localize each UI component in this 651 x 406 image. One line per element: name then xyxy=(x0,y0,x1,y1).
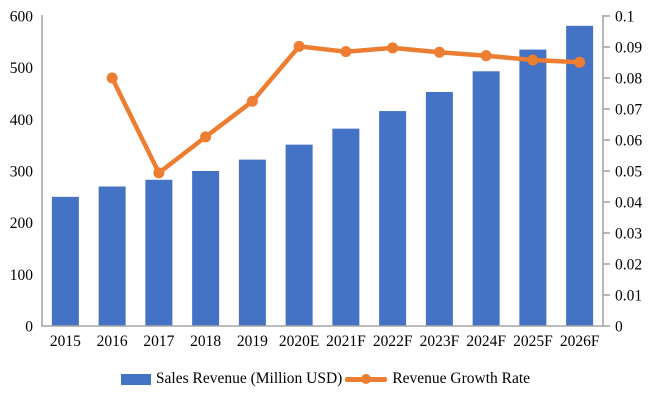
legend-item-growth-rate: Revenue Growth Rate xyxy=(345,370,530,388)
bar-2026F xyxy=(566,25,594,327)
y-right-tick-label: 0.1 xyxy=(615,9,634,26)
bar-2017 xyxy=(145,179,173,326)
y-left-tick-label: 0 xyxy=(25,319,33,336)
y-right-tick-label: 0.06 xyxy=(615,133,642,150)
growth-rate-marker xyxy=(200,131,212,143)
x-tick-label: 2022F xyxy=(373,333,413,350)
x-tick-label: 2016 xyxy=(97,333,128,350)
chart-legend: Sales Revenue (Million USD) Revenue Grow… xyxy=(0,370,651,388)
growth-rate-marker xyxy=(153,167,165,179)
legend-item-sales-revenue: Sales Revenue (Million USD) xyxy=(120,370,343,388)
y-right-tick-label: 0.03 xyxy=(615,226,642,243)
growth-rate-marker xyxy=(527,54,539,66)
x-tick-label: 2026F xyxy=(560,333,600,350)
bar-2015 xyxy=(51,196,79,326)
y-right-tick-label: 0.08 xyxy=(615,71,642,88)
y-right-tick-label: 0.07 xyxy=(615,102,642,119)
bar-2022F xyxy=(379,111,407,326)
bar-2020E xyxy=(285,144,313,326)
bar-2024F xyxy=(472,71,500,327)
x-tick-label: 2020E xyxy=(279,333,319,350)
bar-2021F xyxy=(332,128,360,326)
growth-rate-marker xyxy=(480,50,492,62)
legend-label-sales-revenue: Sales Revenue (Million USD) xyxy=(155,370,343,387)
y-right-tick-label: 0.04 xyxy=(615,195,642,212)
x-tick-label: 2024F xyxy=(466,333,506,350)
y-left-tick-label: 400 xyxy=(10,112,34,129)
y-right-tick-label: 0.09 xyxy=(615,40,642,57)
combo-chart: 0 100 200 300 400 500 600 0 0.01 0.02 0.03 0.04 0.05… xyxy=(10,9,643,351)
legend-label-growth-rate: Revenue Growth Rate xyxy=(392,370,531,387)
growth-rate-marker xyxy=(574,56,586,68)
y-left-tick-label: 600 xyxy=(10,9,34,26)
bar-2025F xyxy=(519,49,547,326)
bar-2023F xyxy=(425,91,453,326)
growth-rate-marker xyxy=(293,40,305,52)
y-right-tick-label: 0 xyxy=(615,319,623,336)
legend-line-swatch-icon xyxy=(345,374,388,385)
x-tick-label: 2019 xyxy=(237,333,268,350)
y-left-tick-label: 200 xyxy=(10,215,34,232)
growth-rate-marker xyxy=(246,95,258,107)
y-left-tick-label: 100 xyxy=(10,267,34,284)
y-left-tick-label: 300 xyxy=(10,164,34,181)
growth-rate-marker xyxy=(387,42,399,54)
bar-2016 xyxy=(98,186,126,326)
y-right-tick-label: 0.02 xyxy=(615,257,642,274)
y-right-tick-label: 0.05 xyxy=(615,164,642,181)
growth-rate-marker xyxy=(340,46,352,58)
x-tick-label: 2021F xyxy=(326,333,366,350)
bar-2019 xyxy=(238,159,266,326)
bar-2018 xyxy=(192,171,220,326)
x-tick-label: 2018 xyxy=(190,333,221,350)
growth-rate-marker xyxy=(106,72,118,84)
y-right-tick-label: 0.01 xyxy=(615,288,642,305)
growth-rate-marker xyxy=(433,46,445,58)
y-left-tick-label: 500 xyxy=(10,60,34,77)
x-tick-label: 2017 xyxy=(143,333,174,350)
x-tick-label: 2023F xyxy=(420,333,460,350)
legend-bar-swatch-icon xyxy=(120,373,151,385)
x-tick-label: 2025F xyxy=(513,333,553,350)
x-tick-label: 2015 xyxy=(50,333,81,350)
